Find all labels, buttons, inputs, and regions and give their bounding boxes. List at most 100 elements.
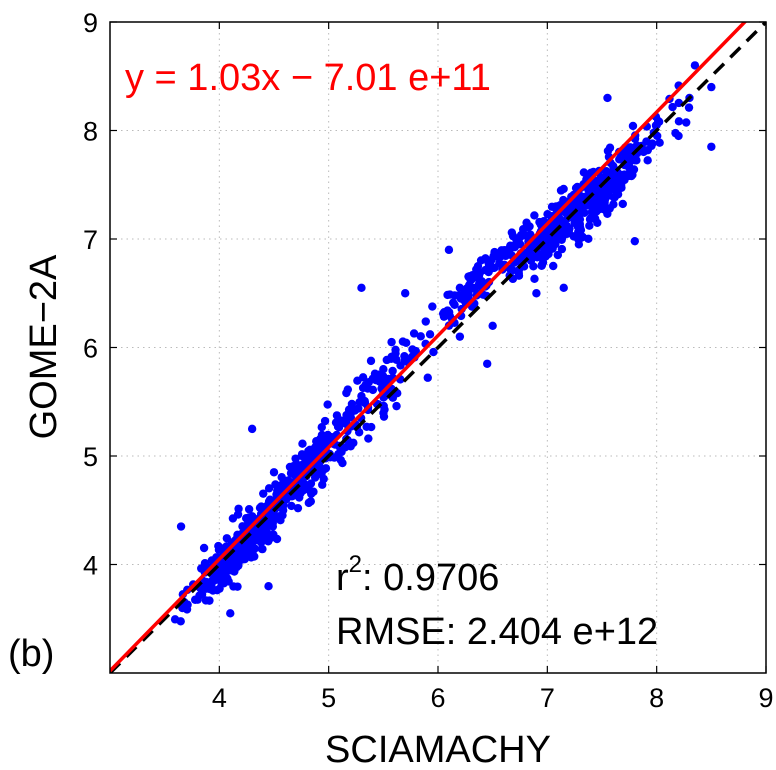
data-point: [530, 211, 539, 220]
data-point: [300, 480, 310, 489]
data-point: [247, 424, 257, 434]
data-point: [707, 142, 716, 151]
data-point: [195, 591, 204, 600]
data-point: [628, 170, 637, 180]
data-point: [515, 233, 524, 242]
data-point: [530, 274, 539, 284]
data-point: [562, 229, 572, 238]
x-tick-label: 9: [758, 683, 773, 713]
data-point: [421, 317, 430, 326]
data-point: [674, 131, 683, 141]
data-point: [591, 184, 600, 194]
data-point: [378, 372, 387, 382]
data-point: [287, 501, 296, 511]
data-point: [269, 530, 278, 539]
data-point: [305, 445, 315, 455]
data-point: [368, 385, 378, 395]
data-point: [593, 199, 603, 208]
identity-line: [110, 22, 766, 673]
data-point: [298, 439, 307, 448]
data-point: [392, 401, 401, 411]
r2-annotation: r2: 0.9706: [336, 551, 499, 599]
data-point: [485, 259, 495, 268]
data-point: [610, 182, 619, 192]
data-point: [690, 61, 700, 70]
data-point: [237, 553, 246, 562]
data-point: [470, 284, 479, 294]
data-point: [465, 271, 475, 281]
data-point: [585, 221, 594, 230]
data-point: [450, 300, 459, 310]
data-point: [508, 266, 517, 275]
y-tick-label: 7: [83, 225, 98, 255]
data-point: [291, 454, 300, 463]
data-point: [366, 356, 376, 366]
y-axis-label: GOME−2A: [23, 254, 65, 439]
data-point: [176, 522, 186, 531]
data-point: [490, 247, 499, 257]
x-tick-label: 8: [649, 683, 664, 713]
data-point: [553, 250, 563, 260]
data-point: [652, 120, 661, 130]
data-point: [277, 473, 286, 482]
data-point: [257, 534, 267, 543]
data-point: [409, 329, 419, 338]
data-point: [549, 261, 558, 271]
data-point: [234, 504, 243, 513]
data-point: [508, 231, 518, 241]
data-point: [401, 338, 411, 348]
data-point: [473, 261, 483, 271]
data-point: [455, 332, 465, 341]
panel-label: (b): [8, 633, 54, 675]
data-point: [226, 609, 235, 618]
data-point: [347, 399, 357, 409]
data-point: [504, 245, 513, 254]
data-point: [342, 388, 351, 398]
data-point: [201, 583, 211, 592]
data-point: [315, 434, 325, 444]
data-point: [401, 289, 410, 298]
data-point: [599, 203, 609, 213]
data-point: [264, 484, 274, 493]
fit-equation: y = 1.03x − 7.01 e+11: [125, 57, 491, 99]
data-point: [320, 416, 330, 426]
data-point: [537, 260, 547, 270]
data-point: [388, 366, 397, 376]
data-point: [379, 408, 388, 418]
data-point: [306, 497, 316, 506]
data-point: [391, 349, 400, 358]
axis-ticks: 4 5 6 7 8 9 4 5 6 7 8 9: [83, 8, 774, 713]
data-point: [548, 244, 557, 253]
data-point: [464, 284, 473, 293]
data-point: [668, 102, 677, 112]
data-point: [556, 186, 566, 195]
data-point: [610, 192, 619, 202]
data-point: [643, 156, 652, 165]
data-point: [323, 400, 332, 409]
data-point: [612, 170, 621, 180]
data-point: [423, 373, 432, 382]
r2-symbol: r: [336, 557, 349, 599]
data-point: [314, 444, 324, 454]
data-point: [429, 347, 438, 357]
data-point: [574, 227, 583, 237]
x-axis-label: SCIAMACHY: [325, 729, 551, 770]
data-point: [285, 462, 295, 472]
data-point: [707, 82, 716, 92]
data-point: [532, 289, 541, 298]
data-point: [212, 585, 222, 595]
y-tick-label: 4: [83, 551, 98, 581]
data-point: [483, 359, 492, 368]
data-point: [592, 207, 601, 216]
data-point: [348, 406, 358, 416]
data-point: [268, 513, 277, 523]
data-point: [269, 468, 279, 477]
data-point: [200, 558, 210, 568]
r2-value: : 0.9706: [362, 557, 499, 599]
data-point: [387, 337, 396, 347]
data-point: [233, 544, 242, 553]
data-point: [630, 236, 639, 246]
data-point: [246, 544, 256, 553]
y-tick-label: 8: [83, 117, 98, 147]
